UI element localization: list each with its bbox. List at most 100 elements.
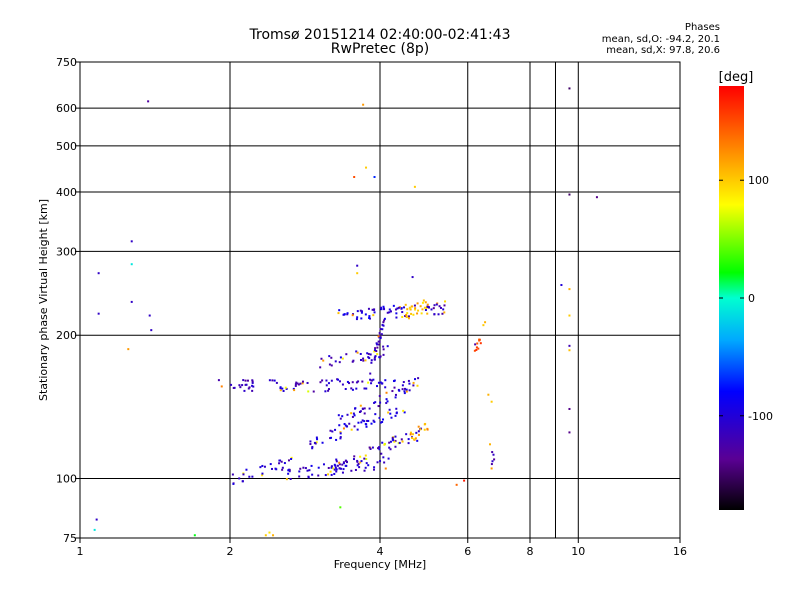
echo-point [354,468,357,471]
echo-point [230,383,233,386]
echo-point [394,435,397,438]
echo-point [364,466,367,469]
echo-point [220,385,223,388]
echo-point [292,387,295,390]
echo-point [397,442,400,445]
echo-point [376,346,379,349]
colorbar-tick-label: 100 [748,174,769,187]
echo-point [371,308,374,311]
echo-point [367,381,370,384]
echo-point [296,382,299,385]
echo-point [378,416,381,419]
echo-point [373,350,376,353]
echo-point [330,436,333,439]
echo-point [389,440,392,443]
echo-point [359,461,362,464]
echo-point [325,384,328,387]
echo-point [377,335,380,338]
echo-point [412,313,415,316]
echo-point [482,324,485,327]
echo-point [444,300,447,303]
echo-point [437,313,440,316]
echo-point [383,442,386,445]
echo-point [301,380,304,383]
echo-point [148,314,151,317]
echo-point [382,348,385,351]
echo-point [321,441,324,444]
echo-point [368,407,371,410]
colorbar [719,86,744,510]
echo-point [373,466,376,469]
echo-point [435,303,438,306]
echo-point [330,473,333,476]
echo-point [301,382,304,385]
echo-point [475,348,478,351]
echo-point [351,381,354,384]
echo-point [356,316,359,319]
echo-point [387,457,390,460]
echo-point [238,384,241,387]
echo-point [463,479,466,482]
echo-point [369,353,372,356]
echo-point [357,421,360,424]
echo-point [373,401,376,404]
echo-point [338,361,341,364]
echo-point [335,460,338,463]
phases-ordinary-stats: mean, sd,O: -94.2, 20.1 [601,34,720,45]
y-tick-label: 200 [56,329,77,342]
echo-point [475,346,478,349]
echo-point [420,312,423,315]
echo-point [341,383,344,386]
y-tick-label: 75 [63,532,77,545]
echo-point [407,317,410,320]
echo-point [271,467,274,470]
y-axis-label: Stationary phase Virtual Height [km] [37,199,50,401]
echo-point [359,358,362,361]
echo-point [279,389,282,392]
echo-point [361,419,364,422]
echo-point [322,359,325,362]
echo-point [425,306,428,309]
echo-point [389,448,392,451]
echo-point [242,473,245,476]
echo-point [439,306,442,309]
echo-point [436,302,439,305]
echo-point [288,468,291,471]
echo-point [381,323,384,326]
echo-point [367,353,370,356]
echo-point [432,307,435,310]
echo-point [351,388,354,391]
echo-point [346,413,349,416]
echo-point [339,432,342,435]
echo-point [385,402,388,405]
echo-point [268,531,271,534]
echo-point [381,328,384,331]
echo-point [268,379,271,382]
echo-point [355,387,358,390]
echo-point [334,464,337,467]
echo-point [353,455,356,458]
echo-point [385,398,388,401]
echo-point [423,428,426,431]
echo-point [404,303,407,306]
echo-point [364,454,367,457]
echo-point [414,308,417,311]
echo-point [269,463,272,466]
echo-point [376,461,379,464]
echo-point [370,379,373,382]
echo-point [344,388,347,391]
echo-point [398,441,401,444]
echo-point [412,381,415,384]
echo-point [401,384,404,387]
echo-point [490,467,493,470]
echo-point [595,196,598,199]
echo-point [376,385,379,388]
echo-point [433,304,436,307]
echo-point [484,321,487,324]
echo-point [369,378,372,381]
echo-point [409,431,412,434]
phases-heading: Phases [684,22,720,33]
chart-subtitle: RwPretec (8p) [330,41,430,57]
y-tick-labels: 75 100 200 300 400 500 600 750 [56,56,77,545]
phases-extraordinary-stats: mean, sd,X: 97.8, 20.6 [606,45,720,56]
